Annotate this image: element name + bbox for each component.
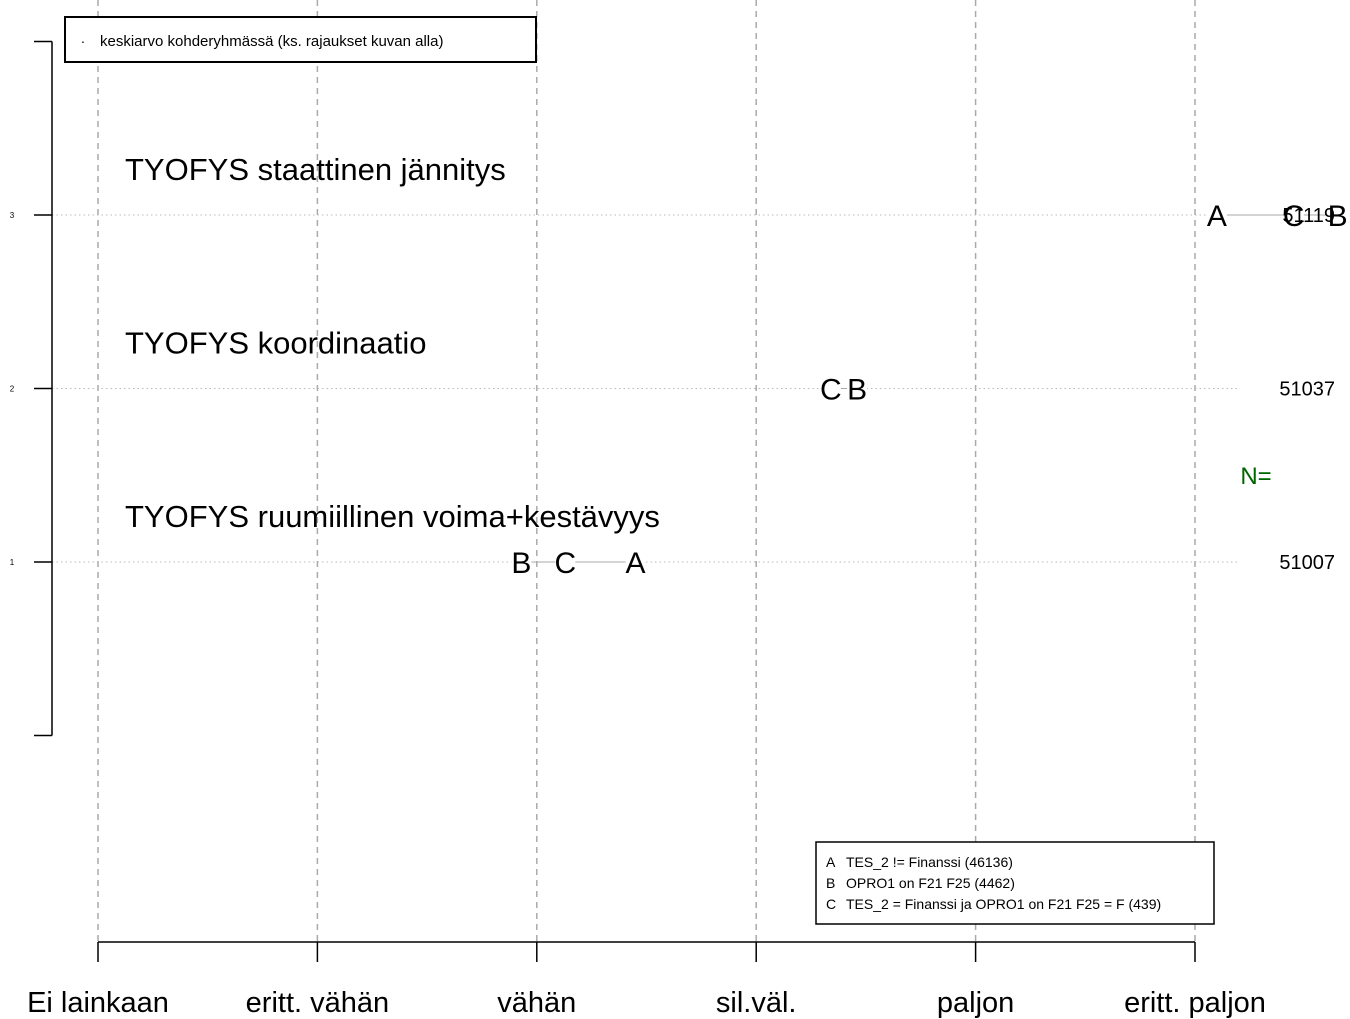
- y-tick-label: 2: [10, 385, 15, 394]
- y-tick-label: 1: [10, 558, 15, 567]
- n-value: 51007: [1279, 552, 1335, 574]
- n-values: 51119 51037 51007: [1279, 205, 1335, 574]
- groups-legend-label: TES_2 = Finanssi ja OPRO1 on F21 F25 = F…: [846, 896, 1161, 912]
- x-axis: Ei lainkaan eritt. vähän vähän sil.väl. palj…: [27, 941, 1266, 1019]
- top-legend-label: keskiarvo kohderyhmässä (ks. rajaukset k…: [100, 33, 443, 50]
- point-backing: [511, 548, 532, 576]
- point-backing: [1206, 201, 1227, 229]
- point-B: B: [847, 374, 867, 407]
- item-label: TYOFYS ruumiillinen voima+kestävyys: [125, 499, 660, 534]
- point-C: C: [1283, 200, 1305, 233]
- point-A: A: [626, 547, 646, 580]
- groups-legend-box: [815, 841, 1215, 925]
- point-backing: [1327, 201, 1348, 229]
- groups-legend-label: TES_2 != Finanssi (46136): [846, 854, 1013, 870]
- x-tick-label: paljon: [937, 987, 1014, 1019]
- top-legend-box: [64, 16, 537, 63]
- n-label: N=: [1240, 463, 1271, 490]
- point-backing: [1283, 201, 1304, 229]
- point-B: B: [1328, 200, 1348, 233]
- groups-legend-key: C: [826, 896, 836, 912]
- point-backing: [820, 374, 841, 403]
- point-backing: [625, 548, 646, 576]
- y-axis: 1 2 3: [10, 40, 53, 737]
- point-backing: [847, 374, 868, 403]
- y-tick-label: 3: [10, 211, 15, 220]
- x-tick-label: eritt. vähän: [246, 987, 389, 1019]
- item-label: TYOFYS koordinaatio: [125, 326, 427, 361]
- groups-legend-label: OPRO1 on F21 F25 (4462): [846, 875, 1015, 891]
- point-A: A: [1207, 200, 1227, 233]
- item-label: TYOFYS staattinen jännitys: [125, 152, 506, 187]
- top-legend: · keskiarvo kohderyhmässä (ks. rajaukset…: [64, 16, 537, 63]
- vertical-gridlines: [97, 0, 1196, 942]
- x-tick-label: sil.väl.: [716, 987, 797, 1019]
- point-backing: [555, 548, 576, 576]
- groups-legend-key: B: [826, 875, 835, 891]
- x-tick-label: vähän: [497, 987, 576, 1019]
- groups-legend-key: A: [826, 854, 836, 870]
- groups-legend: A TES_2 != Finanssi (46136) B OPRO1 on F21 …: [815, 841, 1215, 925]
- n-value: 51037: [1279, 379, 1335, 401]
- n-value: 51119: [1282, 205, 1335, 227]
- x-tick-label: eritt. paljon: [1124, 987, 1266, 1019]
- point-B: B: [511, 547, 531, 580]
- x-tick-label: Ei lainkaan: [27, 987, 169, 1019]
- top-legend-symbol: ·: [81, 33, 86, 49]
- point-C: C: [820, 374, 842, 407]
- point-C: C: [554, 547, 576, 580]
